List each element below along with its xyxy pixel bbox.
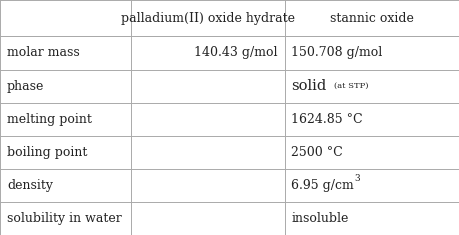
Text: stannic oxide: stannic oxide (330, 12, 414, 25)
Text: 6.95 g/cm: 6.95 g/cm (291, 179, 354, 192)
Text: 2500 °C: 2500 °C (291, 146, 343, 159)
Text: palladium(II) oxide hydrate: palladium(II) oxide hydrate (121, 12, 295, 25)
Text: 150.708 g/mol: 150.708 g/mol (291, 47, 383, 59)
Text: (at STP): (at STP) (334, 82, 368, 90)
Text: solid: solid (291, 79, 327, 93)
Text: insoluble: insoluble (291, 212, 349, 225)
Text: density: density (7, 179, 53, 192)
Text: 3: 3 (354, 173, 360, 183)
Text: melting point: melting point (7, 113, 92, 126)
Text: molar mass: molar mass (7, 47, 79, 59)
Text: 1624.85 °C: 1624.85 °C (291, 113, 363, 126)
Text: solubility in water: solubility in water (7, 212, 122, 225)
Text: boiling point: boiling point (7, 146, 87, 159)
Text: 140.43 g/mol: 140.43 g/mol (194, 47, 278, 59)
Text: phase: phase (7, 80, 44, 93)
